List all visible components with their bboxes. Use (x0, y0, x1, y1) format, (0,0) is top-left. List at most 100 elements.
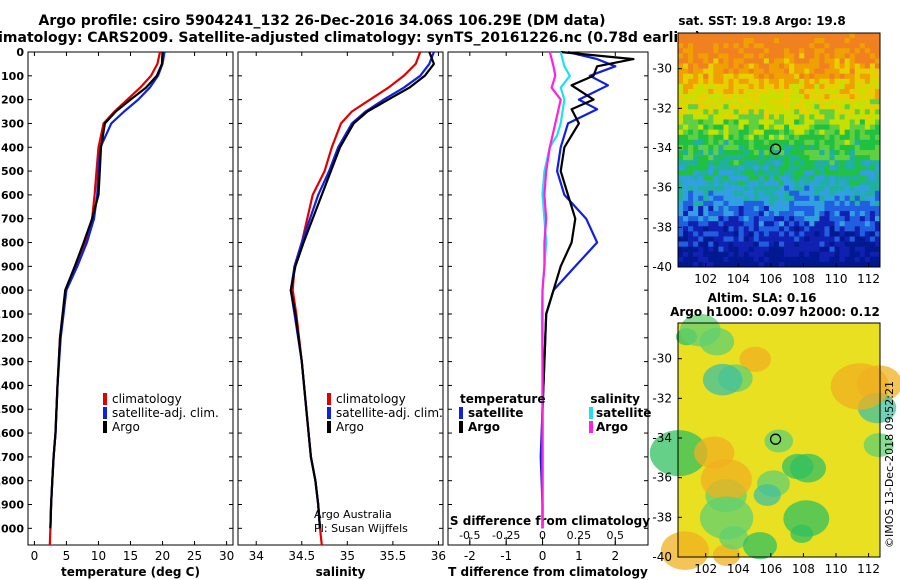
sst-cell (743, 180, 749, 186)
sst-cell (728, 58, 734, 64)
sst-cell (824, 33, 830, 39)
sst-cell (804, 155, 810, 161)
sst-cell (698, 180, 704, 186)
sst-cell (753, 134, 760, 141)
sst-cell (819, 104, 825, 110)
sst-cell (829, 78, 835, 85)
x-tick-label: 36 (431, 549, 446, 563)
sst-cell (819, 200, 825, 207)
sst-cell (753, 58, 760, 64)
sst-cell (688, 58, 694, 64)
sst-cell (819, 144, 825, 151)
sst-cell (794, 175, 800, 181)
sst-cell (824, 226, 830, 232)
legend-label-t-satellite: satellite (468, 406, 523, 420)
sst-cell (779, 170, 785, 176)
sst-cell (864, 155, 871, 161)
sst-cell (723, 205, 729, 212)
sst-cell (804, 180, 810, 186)
sst-cell (758, 134, 765, 141)
sst-cell (819, 124, 825, 130)
sst-cell (859, 88, 866, 95)
sst-cell (794, 236, 800, 242)
sst-cell (758, 109, 765, 115)
legend-label-t-argo: Argo (468, 420, 500, 434)
sst-cell (804, 170, 810, 176)
sst-cell (713, 160, 719, 166)
sst-cell (839, 150, 845, 156)
sst-cell (683, 205, 689, 212)
sst-cell (854, 205, 861, 212)
sst-cell (678, 53, 684, 59)
sst-cell (753, 160, 760, 166)
sst-cell (718, 104, 724, 110)
sst-cell (859, 53, 866, 59)
sst-cell (859, 246, 866, 253)
sst-cell (733, 211, 739, 217)
sst-cell (763, 144, 770, 151)
sst-cell (758, 226, 765, 232)
sst-cell (683, 119, 689, 125)
sst-cell (703, 119, 709, 125)
sst-cell (773, 170, 780, 176)
sst-cell (698, 53, 704, 59)
sst-cell (834, 139, 840, 146)
sst-cell (688, 33, 694, 39)
sst-cell (814, 73, 820, 80)
sst-cell (748, 226, 755, 232)
sst-cell (809, 165, 815, 171)
sst-cell (768, 48, 775, 54)
sst-cell (824, 160, 830, 166)
sst-cell (768, 73, 775, 80)
sst-cell (804, 58, 810, 64)
sst-cell (874, 144, 881, 151)
sst-cell (864, 109, 871, 115)
sla-blob (830, 363, 889, 410)
sst-cell (869, 43, 876, 49)
map-x-tick-label: 104 (727, 562, 750, 576)
sst-cell (723, 33, 729, 39)
sst-cell (763, 73, 770, 80)
sst-cell (678, 175, 684, 181)
sst-cell (814, 134, 820, 141)
sst-cell (703, 246, 709, 253)
sst-cell (799, 170, 805, 176)
sst-cell (809, 99, 815, 105)
sst-cell (723, 124, 729, 130)
sst-cell (763, 261, 770, 268)
sst-cell (763, 180, 770, 186)
sst-cell (824, 68, 830, 74)
sst-cell (804, 231, 810, 237)
sst-cell (753, 73, 760, 80)
sst-cell (789, 150, 795, 156)
y-tick-label: 1800 (0, 475, 24, 488)
sst-cell (713, 94, 719, 100)
sst-cell (688, 99, 694, 105)
sst-cell (804, 104, 810, 110)
sst-cell (713, 73, 719, 80)
sst-cell (789, 165, 795, 171)
sst-cell (683, 43, 689, 49)
sst-cell (819, 246, 825, 253)
sst-cell (869, 150, 876, 156)
sst-cell (718, 43, 724, 49)
sst-cell (849, 73, 856, 80)
sst-cell (743, 160, 749, 166)
sst-cell (779, 251, 785, 258)
sst-cell (794, 216, 800, 222)
sst-cell (683, 160, 689, 166)
sst-cell (854, 94, 861, 100)
sst-cell (748, 129, 755, 136)
sst-cell (804, 43, 810, 49)
sst-cell (779, 119, 785, 125)
sst-cell (713, 119, 719, 125)
sst-cell (693, 109, 699, 115)
sst-cell (874, 195, 881, 202)
sst-cell (738, 53, 744, 59)
sst-cell (753, 195, 760, 202)
sst-cell (799, 68, 805, 74)
sst-cell (784, 109, 790, 115)
sst-cell (859, 43, 866, 49)
sst-cell (779, 144, 785, 151)
sst-cell (678, 68, 684, 74)
